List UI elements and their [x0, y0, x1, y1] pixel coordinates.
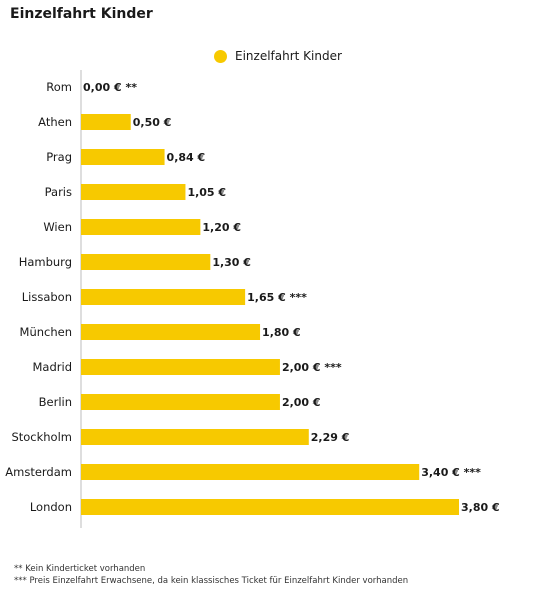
bar — [81, 114, 131, 130]
data-label: 3,80 € — [461, 501, 500, 514]
data-label: 0,84 € — [167, 151, 206, 164]
footnotes: ** Kein Kinderticket vorhanden *** Preis… — [14, 563, 408, 587]
category-label: Madrid — [33, 360, 73, 374]
bar — [81, 324, 261, 340]
category-label: Wien — [43, 220, 72, 234]
bar — [81, 254, 211, 270]
category-label: Rom — [46, 80, 72, 94]
legend-label: Einzelfahrt Kinder — [235, 49, 342, 63]
bar — [81, 219, 201, 235]
category-label: Hamburg — [19, 255, 72, 269]
category-label: Amsterdam — [5, 465, 72, 479]
data-label: 1,30 € — [212, 256, 251, 269]
data-label: 1,80 € — [262, 326, 301, 339]
data-label: 1,05 € — [187, 186, 226, 199]
data-label: 1,20 € — [202, 221, 241, 234]
data-label: 2,00 € — [282, 396, 321, 409]
category-label: Athen — [38, 115, 72, 129]
data-label: 0,50 € — [133, 116, 172, 129]
data-label: 0,00 € ** — [83, 81, 137, 94]
category-label: Prag — [46, 150, 72, 164]
category-label: London — [30, 500, 72, 514]
bar — [81, 464, 420, 480]
bar — [81, 184, 186, 200]
category-label: Lissabon — [22, 290, 72, 304]
legend-swatch — [214, 49, 227, 63]
category-label: Berlin — [39, 395, 72, 409]
bar — [81, 394, 280, 410]
category-label: Paris — [45, 185, 72, 199]
bar — [81, 149, 165, 165]
bar — [81, 499, 459, 515]
chart-title: Einzelfahrt Kinder — [10, 6, 153, 22]
category-label: Stockholm — [11, 430, 72, 444]
bar — [81, 289, 246, 305]
legend: Einzelfahrt Kinder — [214, 49, 342, 63]
category-label: München — [20, 325, 72, 339]
data-label: 3,40 € *** — [421, 466, 481, 479]
bar — [81, 359, 280, 375]
footnote-1: ** Kein Kinderticket vorhanden — [14, 564, 146, 574]
bar — [81, 429, 309, 445]
data-label: 1,65 € *** — [247, 291, 307, 304]
data-label: 2,29 € — [311, 431, 350, 444]
footnote-2: *** Preis Einzelfahrt Erwachsene, da kei… — [14, 576, 409, 586]
data-label: 2,00 € *** — [282, 361, 342, 374]
